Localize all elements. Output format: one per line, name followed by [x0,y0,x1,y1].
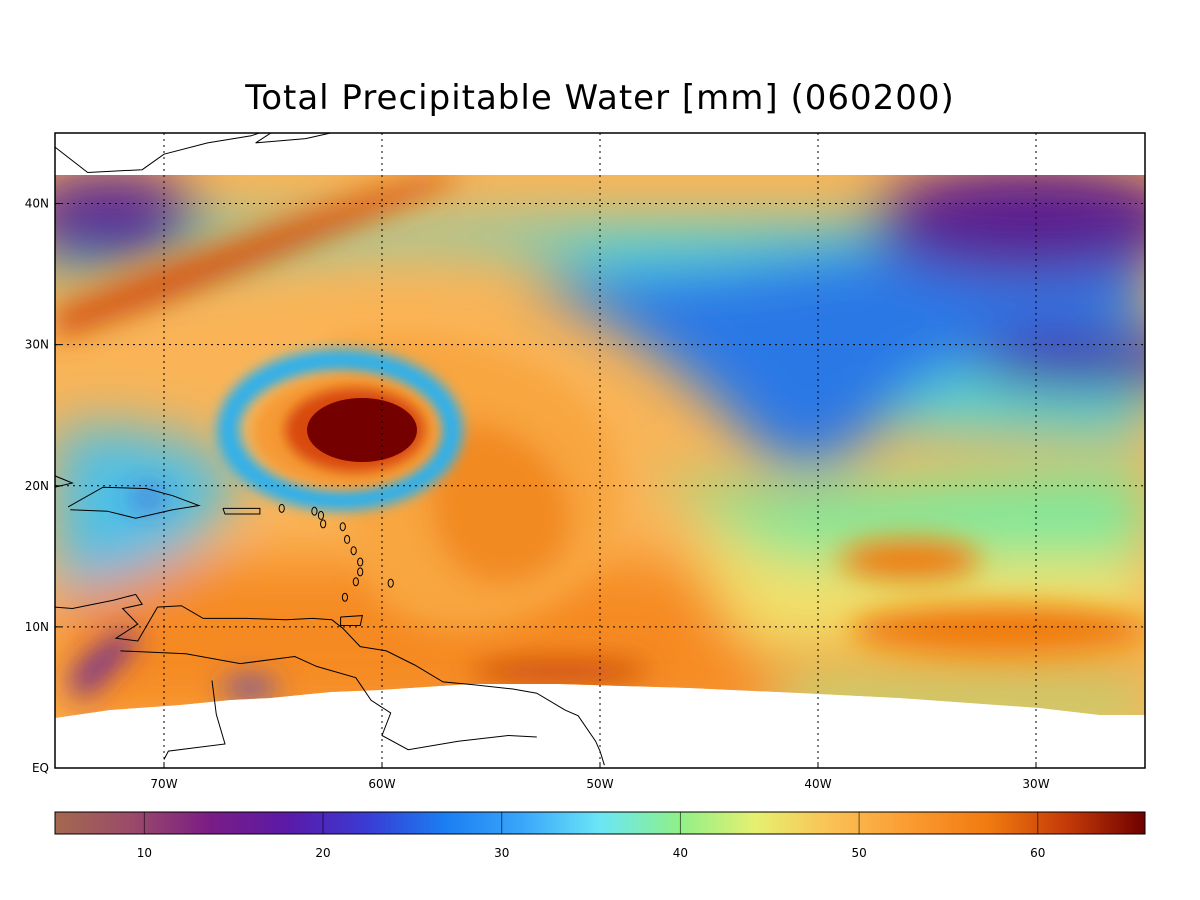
lat-label: 40N [25,197,49,211]
coastline-island [350,546,357,556]
lat-label: 10N [25,620,49,634]
coastline-north-america-east-coast [55,133,333,174]
lon-label: 60W [368,777,395,791]
coastline-hispaniola [67,486,201,519]
colorbar-label: 60 [1030,846,1045,860]
lon-label: 30W [1022,777,1049,791]
coastline-island [341,592,349,602]
colorbar-labels: 10 20 30 40 50 60 [137,846,1046,860]
colorbar-label: 40 [673,846,688,860]
coastline-newfoundland [397,70,543,108]
lon-label: 70W [150,777,177,791]
colorbar: 10 20 30 40 50 60 [54,811,1146,860]
lon-label: 40W [804,777,831,791]
latitude-labels: 40N 30N 20N 10N EQ [25,197,61,775]
tpw-field [55,175,1145,718]
coastline-island [357,557,364,567]
coastline-island [311,506,318,516]
graticule [55,133,1145,768]
lat-label: EQ [32,761,49,775]
colorbar-label: 10 [137,846,152,860]
coastline-island [344,534,351,544]
coastline-island [278,503,285,513]
coastline-island [317,510,325,520]
lat-label: 30N [25,338,49,352]
longitude-labels: 70W 60W 50W 40W 30W [150,762,1050,791]
coastline-island [357,567,364,577]
storm-moisture-core [217,349,463,511]
coastline-island [387,578,394,588]
colorbar-bar [54,811,1146,835]
colorbar-label: 30 [494,846,509,860]
lon-label: 50W [586,777,613,791]
map-title: Total Precipitable Water [mm] (060200) [245,78,955,118]
colorbar-label: 50 [851,846,866,860]
coastline-puerto-rico [222,507,261,515]
coastline-colombia-border [163,680,226,760]
coastline-venezuela-interior [120,650,537,751]
coastline-south-america-coast [55,593,605,766]
lat-label: 20N [25,479,49,493]
coastlines [55,70,605,766]
coastline-island [320,519,327,529]
colorbar-label: 20 [315,846,330,860]
coastline-island [352,577,359,587]
colorbar-ticks [143,812,1039,834]
coastline-island [339,522,346,532]
coastline-trinidad [340,615,364,626]
